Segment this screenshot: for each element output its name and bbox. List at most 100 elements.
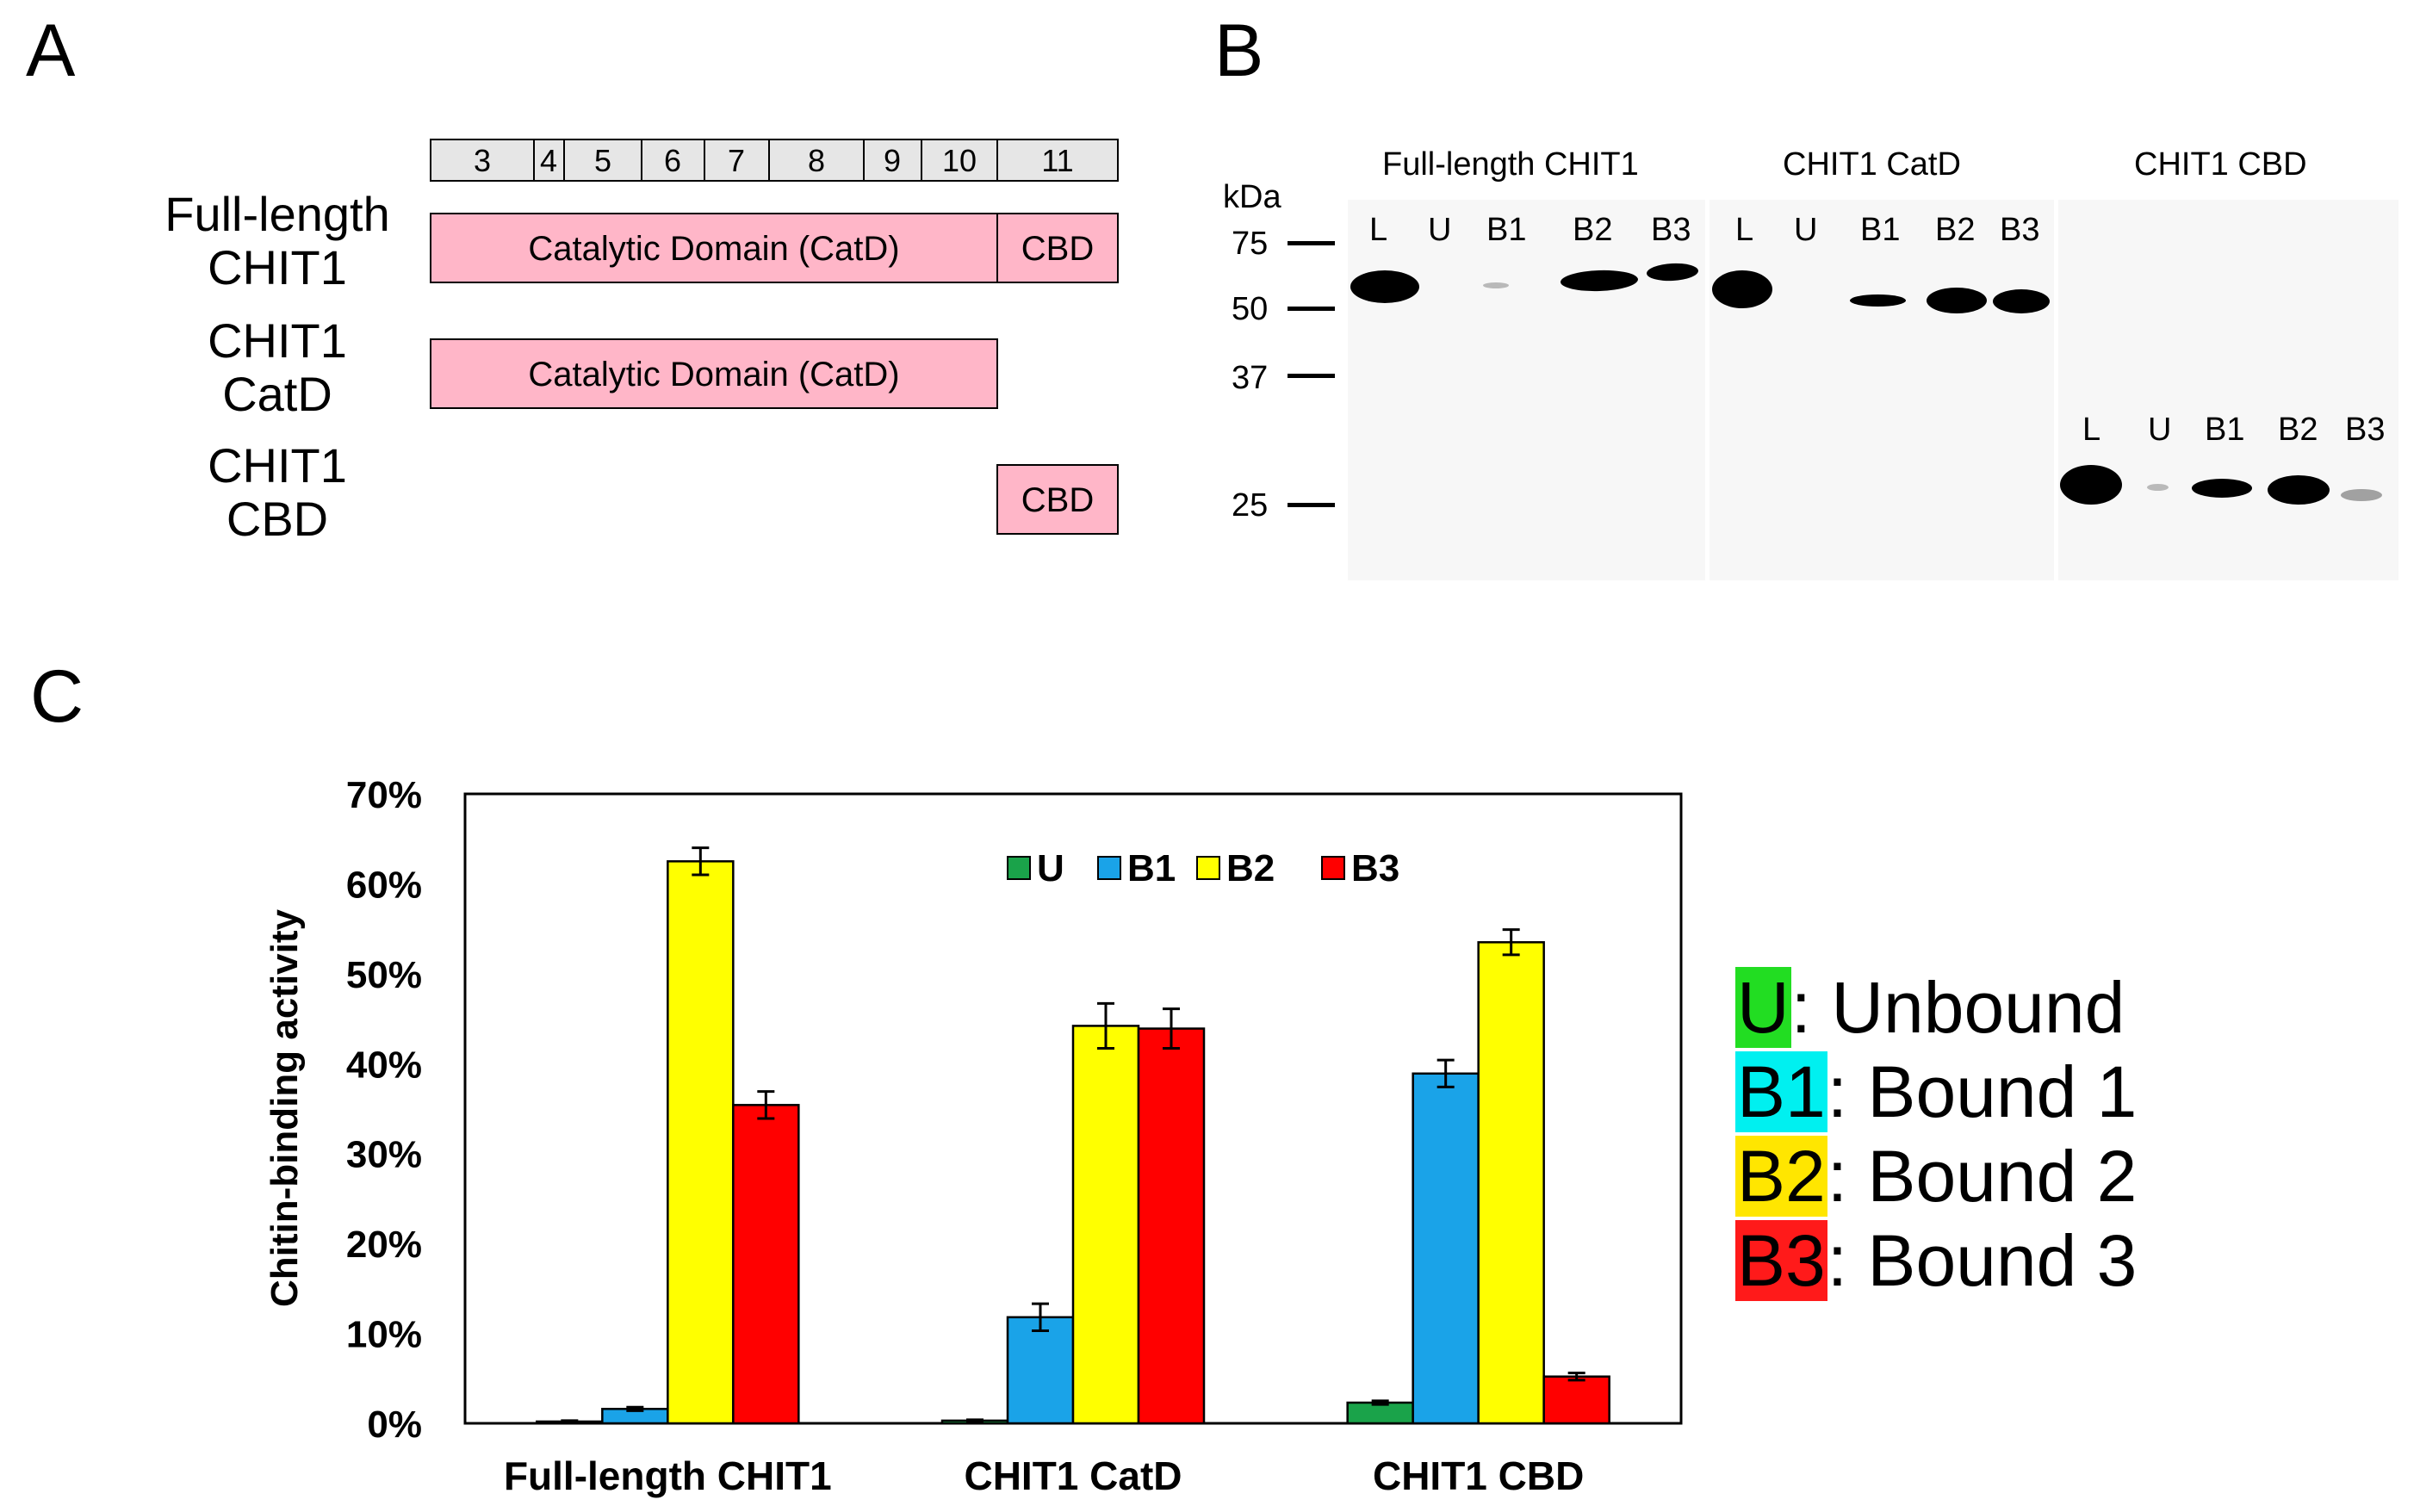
lane-label: B2 [1573,212,1613,248]
blot-band [2341,489,2382,501]
domain-label: CBD [1021,230,1094,268]
exon-label: 7 [728,143,745,178]
x-tick-label: Full-length CHIT1 [504,1453,832,1498]
legend-swatch [1097,856,1121,880]
kda-marker-tick [1288,503,1335,507]
y-tick-label: 30% [346,1134,422,1176]
construct-label: CHIT1 [208,438,347,493]
kda-marker-label: 37 [1232,360,1269,396]
construct-label: CHIT1 [208,313,347,368]
bar [1346,1401,1414,1425]
lane-label: B1 [1486,212,1527,248]
y-tick-label: 40% [346,1044,422,1086]
exon-ruler-box [430,139,1119,182]
construct-label: Full-length [164,187,389,241]
y-tick-label: 70% [346,774,422,816]
blot-band [1927,288,1987,313]
domain-label: Catalytic Domain (CatD) [528,230,899,268]
y-tick-label: 50% [346,954,422,996]
blot-membrane [1348,200,1705,580]
blot-title: CHIT1 CBD [2134,146,2307,183]
bar [732,1104,800,1425]
y-axis-label: Chitin-binding activity [264,908,306,1307]
blot-band [2268,475,2330,505]
kda-unit-label: kDa [1223,179,1281,215]
bar [667,860,735,1425]
x-tick-label: CHIT1 CBD [1373,1453,1584,1498]
blot-membrane [2058,200,2398,580]
legend-text: : Bound 3 [1827,1220,2138,1301]
exon-label: 11 [1041,143,1073,178]
construct-label: CHIT1 [208,240,347,294]
lane-label: B3 [2345,412,2386,448]
legend-label: B1 [1127,847,1176,889]
kda-marker-tick [1288,307,1335,311]
legend-swatch [1196,856,1220,880]
lane-label: L [2082,412,2101,448]
exon-label: 8 [808,143,825,178]
cbd-domain-box [996,464,1119,535]
y-tick-label: 60% [346,864,422,906]
lane-label: B1 [2205,412,2245,448]
blot-title: Full-length CHIT1 [1382,146,1639,183]
blot-band [2060,465,2122,505]
x-tick-label: CHIT1 CatD [964,1453,1182,1498]
legend-text: : Unbound [1790,967,2125,1048]
legend-row: B2: Bound 2 [1735,1135,2137,1218]
kda-marker-tick [1288,241,1335,245]
lane-label: B3 [2000,212,2040,248]
catd-domain-box [430,213,998,283]
legend-code: B2 [1735,1136,1827,1217]
legend-row: B1: Bound 1 [1735,1050,2137,1134]
cbd-domain-box [996,213,1119,283]
legend-swatch [1321,856,1345,880]
bar [1412,1072,1480,1425]
legend-code: B3 [1735,1220,1827,1301]
blot-title: CHIT1 CatD [1783,146,1961,183]
legend-text: : Bound 1 [1827,1051,2138,1132]
legend-row: U: Unbound [1735,966,2125,1050]
bar-series [536,860,1610,1425]
kda-marker-tick [1288,374,1335,378]
domain-label: CBD [1021,481,1094,519]
blot-band [1350,270,1419,303]
blot-band [1850,294,1906,307]
exon-label: 6 [664,143,681,178]
catd-domain-box [430,338,998,409]
lane-label: B2 [2278,412,2318,448]
bar [1137,1027,1206,1425]
lane-label: U [2148,412,2172,448]
y-tick-label: 10% [346,1314,422,1356]
legend-text: : Bound 2 [1827,1136,2138,1217]
blot-band [1483,282,1509,288]
x-axis-labels: Full-length CHIT1 CHIT1 CatD CHIT1 CBD [504,1453,1584,1498]
lane-label: U [1428,212,1452,248]
legend-code: U [1735,967,1791,1048]
exon-label: 9 [884,143,901,178]
panel-letter-b: B [1214,9,1264,92]
exon-label: 10 [942,143,977,178]
construct-label: CatD [222,367,332,421]
legend-code: B1 [1735,1051,1827,1132]
error-bars [561,846,1585,1424]
kda-marker-label: 50 [1232,291,1269,327]
bar [1542,1375,1610,1425]
blot-band [1993,289,2050,313]
kda-marker-label: 75 [1232,226,1269,262]
domain-diagram: 3 4 5 6 7 8 9 10 11 Full-length CHIT1 Ca… [164,139,1119,546]
bar [1006,1316,1075,1425]
bar [1477,941,1545,1425]
panel-letter-c: C [30,655,84,738]
exon-label: 5 [594,143,611,178]
lane-label: U [1794,212,1818,248]
legend-label: B2 [1226,847,1275,889]
legend-row: B3: Bound 3 [1735,1219,2137,1303]
legend-label: B3 [1351,847,1399,889]
bar [1071,1025,1140,1425]
blot-band [2192,479,2252,498]
lane-label: B1 [1860,212,1901,248]
lane-label: L [1735,212,1754,248]
exon-label: 3 [474,143,491,178]
y-tick-label: 20% [346,1224,422,1266]
construct-label: CBD [226,492,328,546]
